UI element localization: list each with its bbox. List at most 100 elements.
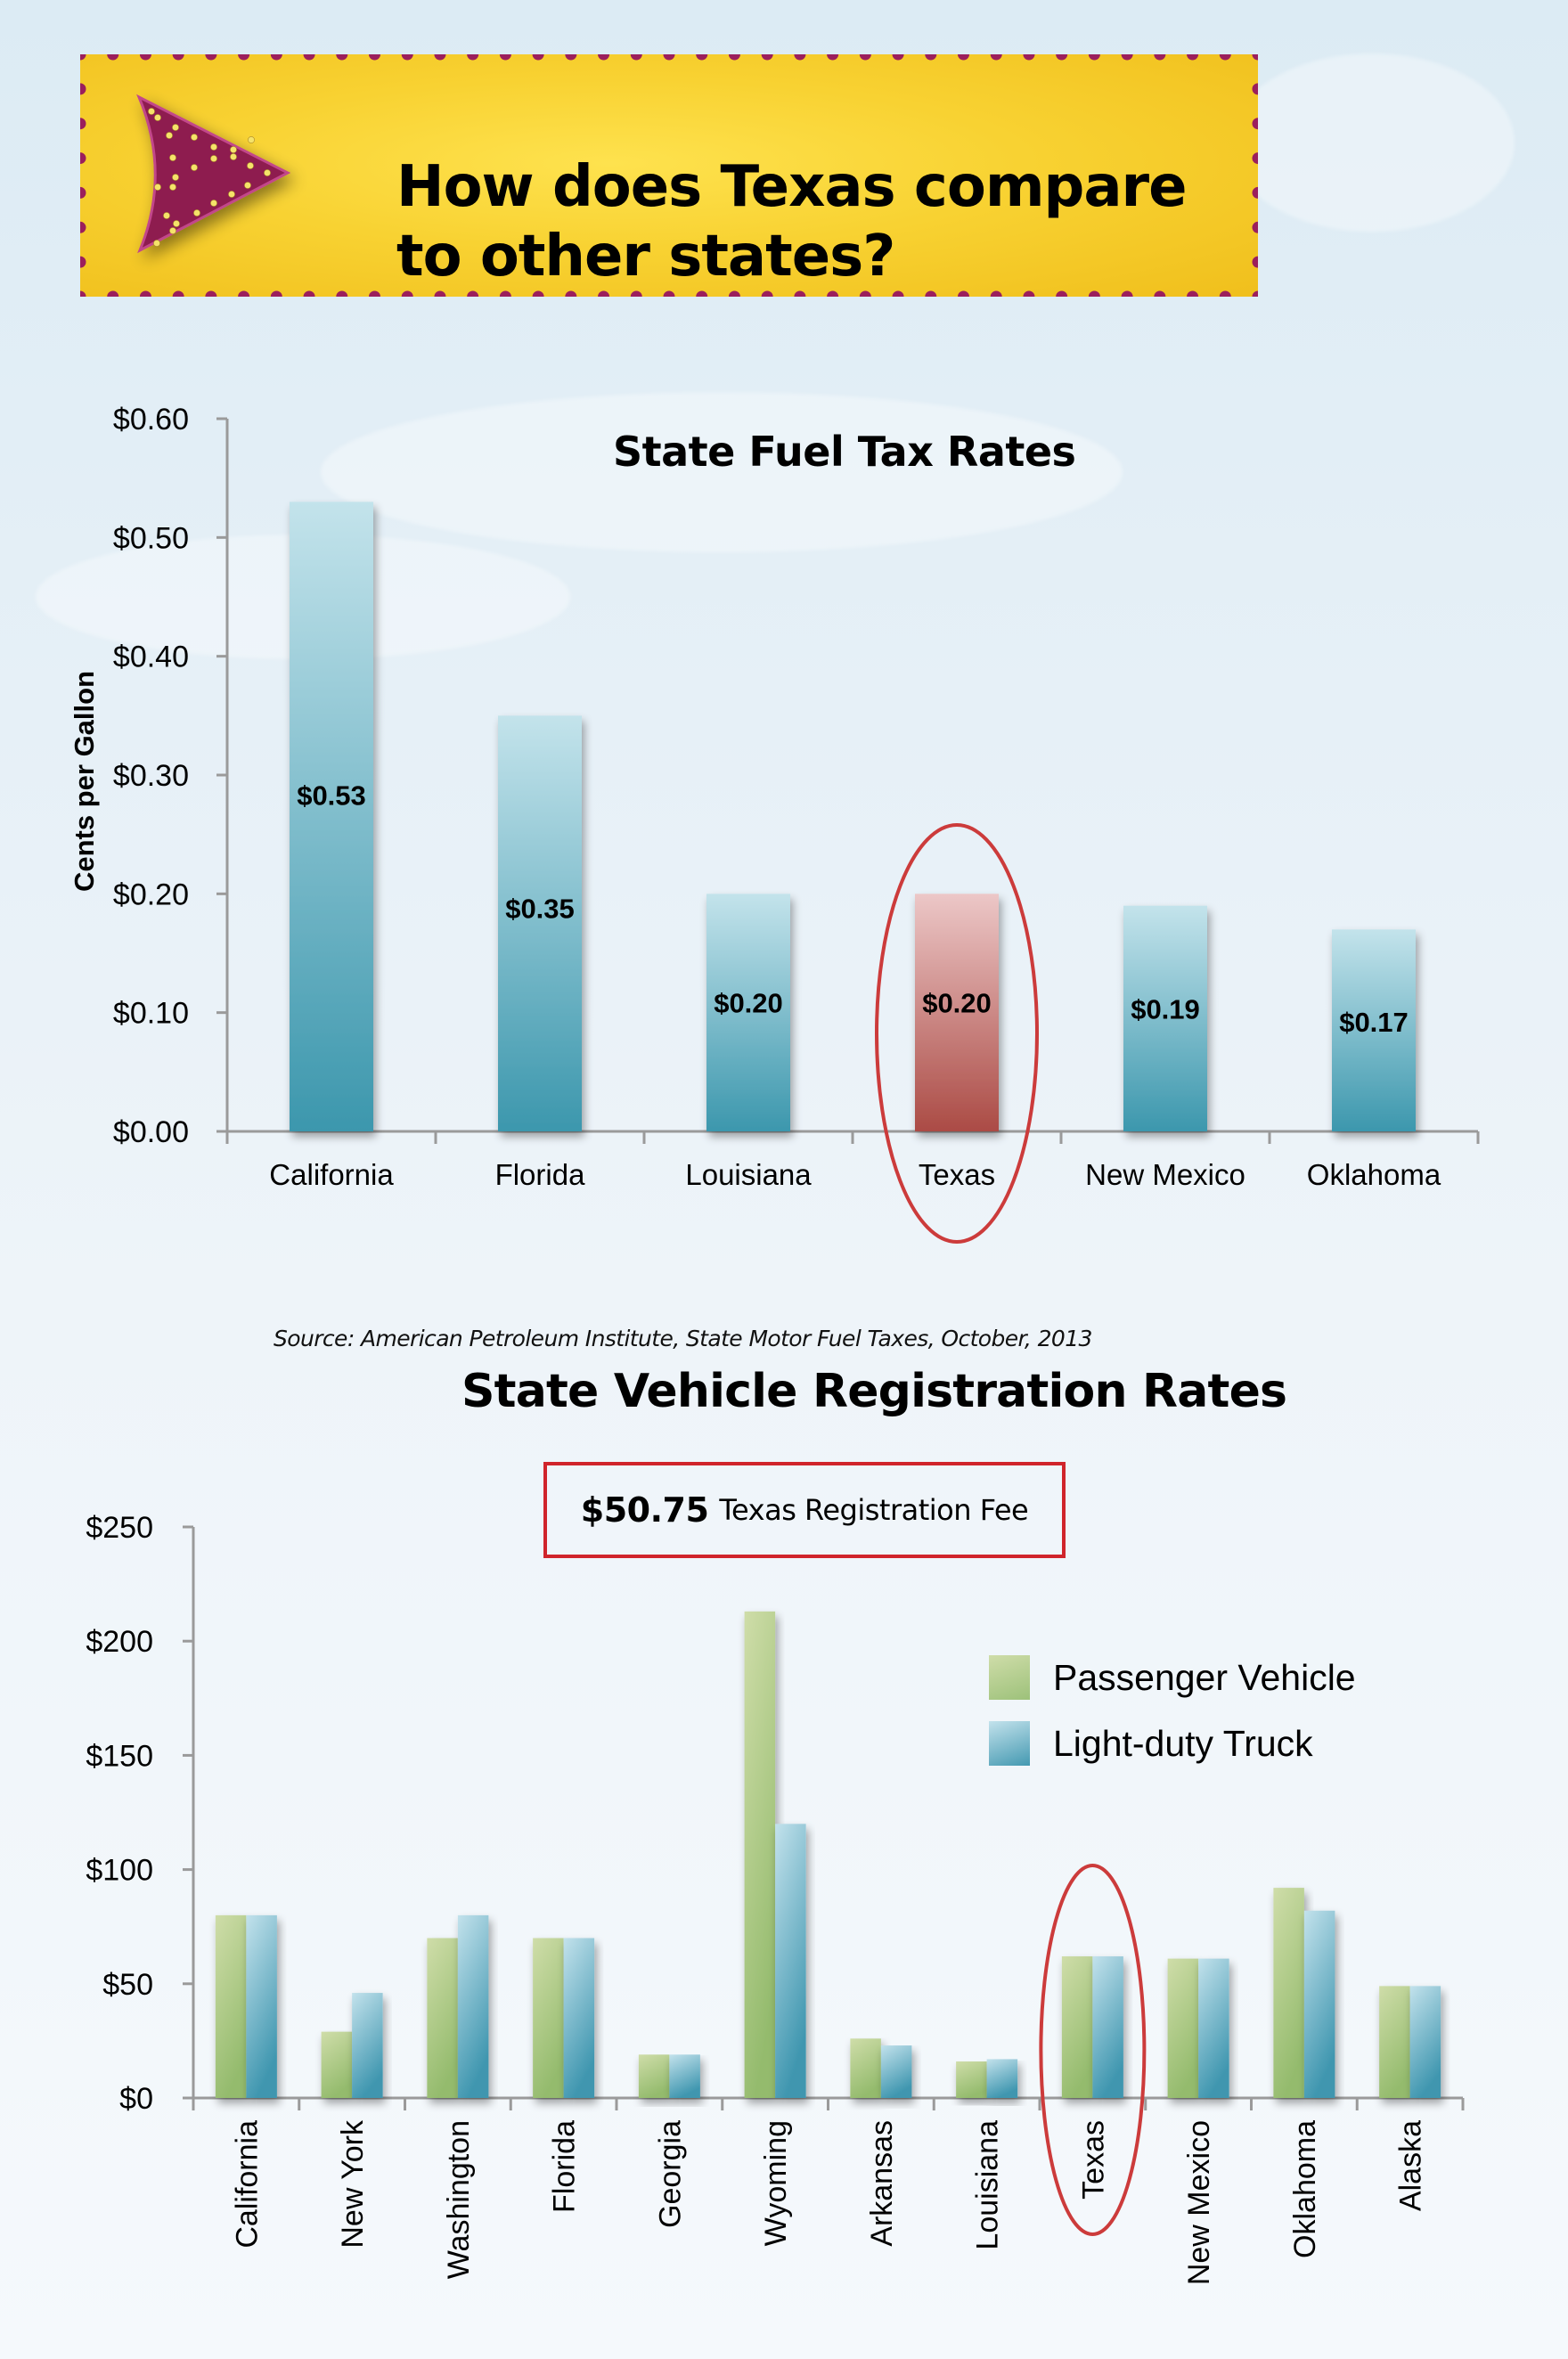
page-title-line-2: to other states? xyxy=(396,224,895,290)
arrow-light xyxy=(154,184,161,191)
arrow-light xyxy=(163,212,170,219)
border-dot xyxy=(270,54,282,61)
border-dot xyxy=(1154,290,1166,297)
border-dot xyxy=(336,54,348,61)
arrow-light xyxy=(210,200,217,207)
arrow-light xyxy=(173,220,180,227)
border-dot xyxy=(761,54,773,61)
border-dot xyxy=(238,290,250,297)
source-note: Source: American Petroleum Institute, St… xyxy=(274,1326,1092,1351)
border-dot xyxy=(532,290,544,297)
bar-light-truck-georgia xyxy=(669,2054,700,2098)
border-dot xyxy=(401,290,413,297)
cloud-decoration xyxy=(1229,53,1515,232)
border-dot xyxy=(1252,221,1258,233)
x-tick-label: Wyoming xyxy=(759,2120,793,2246)
texas-fee-label: Texas Registration Fee xyxy=(719,1493,1029,1527)
x-tick-label: Arkansas xyxy=(865,2120,899,2247)
bar-light-truck-oklahoma xyxy=(1303,1910,1335,2098)
bar-light-truck-wyoming xyxy=(775,1824,806,2098)
border-dot xyxy=(1056,54,1068,61)
arrow-light xyxy=(230,146,237,153)
border-dot xyxy=(990,54,1002,61)
arrow-icon xyxy=(136,94,291,254)
y-tick-label: $0.60 xyxy=(113,403,189,437)
border-dot xyxy=(270,290,282,297)
border-dot xyxy=(1252,186,1258,199)
border-dot xyxy=(1088,54,1100,61)
border-dot xyxy=(369,54,380,61)
x-tick-label: Oklahoma xyxy=(1307,1158,1441,1191)
cloud-decoration xyxy=(321,392,1123,552)
border-dot xyxy=(80,290,86,297)
arrow-light xyxy=(154,114,161,121)
arrow-light xyxy=(148,108,155,115)
border-dot xyxy=(80,221,86,233)
border-dot xyxy=(499,290,511,297)
border-dot xyxy=(532,54,544,61)
border-dot xyxy=(1121,54,1133,61)
arrow-light xyxy=(210,143,217,151)
border-dot xyxy=(728,290,740,297)
bar-passenger-georgia xyxy=(638,2054,670,2098)
arrow-light xyxy=(166,132,173,139)
bar-passenger-wyoming xyxy=(744,1611,776,2098)
bar-texas xyxy=(915,894,999,1131)
border-dot xyxy=(859,290,871,297)
legend-label: Light-duty Truck xyxy=(1053,1722,1313,1764)
border-dot xyxy=(80,118,86,130)
data-label: $0.20 xyxy=(922,988,992,1019)
x-tick-label: Florida xyxy=(495,1158,586,1191)
border-dot xyxy=(107,54,119,61)
data-label: $0.35 xyxy=(505,894,575,925)
border-dot xyxy=(958,290,969,297)
arrow-light xyxy=(244,182,251,189)
border-dot xyxy=(1023,54,1035,61)
y-tick-label: $0.30 xyxy=(113,759,189,793)
y-tick-label: $150 xyxy=(86,1739,153,1773)
border-dot xyxy=(1187,54,1199,61)
border-dot xyxy=(369,290,380,297)
legend-item-passenger: Passenger Vehicle xyxy=(989,1645,1356,1710)
x-tick-label: Louisiana xyxy=(971,2120,1005,2250)
y-tick-label: $250 xyxy=(86,1511,153,1545)
border-dot xyxy=(598,54,610,61)
border-dot xyxy=(630,290,642,297)
border-dot xyxy=(238,54,250,61)
border-dot xyxy=(892,290,904,297)
arrow-light xyxy=(169,154,176,161)
border-dot xyxy=(663,54,675,61)
border-dot xyxy=(1219,290,1231,297)
y-tick-label: $50 xyxy=(102,1968,153,2002)
arrow-light xyxy=(169,184,176,191)
border-dot xyxy=(1252,83,1258,95)
bar-light-truck-new-york xyxy=(352,1993,383,2098)
border-dot xyxy=(303,290,315,297)
x-tick-label: New York xyxy=(336,2119,370,2249)
border-dot xyxy=(1219,54,1231,61)
arrow-light xyxy=(193,209,200,216)
border-dot xyxy=(794,290,806,297)
bar-light-truck-texas xyxy=(1092,1956,1123,2098)
border-dot xyxy=(1252,118,1258,130)
data-label: $0.17 xyxy=(1339,1007,1409,1038)
border-dot xyxy=(925,54,937,61)
border-dot xyxy=(172,54,184,61)
border-dot xyxy=(80,54,86,61)
chart-legend: Passenger Vehicle Light-duty Truck xyxy=(989,1645,1356,1776)
border-dot xyxy=(80,186,86,199)
bar-new-mexico xyxy=(1123,905,1207,1131)
y-tick-label: $0.00 xyxy=(113,1115,189,1149)
header-banner: How does Texas compare to other states? xyxy=(80,54,1258,297)
bar-california xyxy=(290,502,373,1131)
bar-light-truck-washington xyxy=(457,1914,489,2098)
registration-chart-title: State Vehicle Registration Rates xyxy=(461,1365,1287,1418)
border-dot xyxy=(1154,54,1166,61)
arrow-light xyxy=(191,134,198,141)
y-tick-label: $0.10 xyxy=(113,997,189,1031)
border-dot xyxy=(1088,290,1100,297)
legend-swatch-passenger xyxy=(989,1655,1030,1700)
border-dot xyxy=(80,152,86,165)
texas-highlight-ellipse xyxy=(1039,1864,1147,2236)
